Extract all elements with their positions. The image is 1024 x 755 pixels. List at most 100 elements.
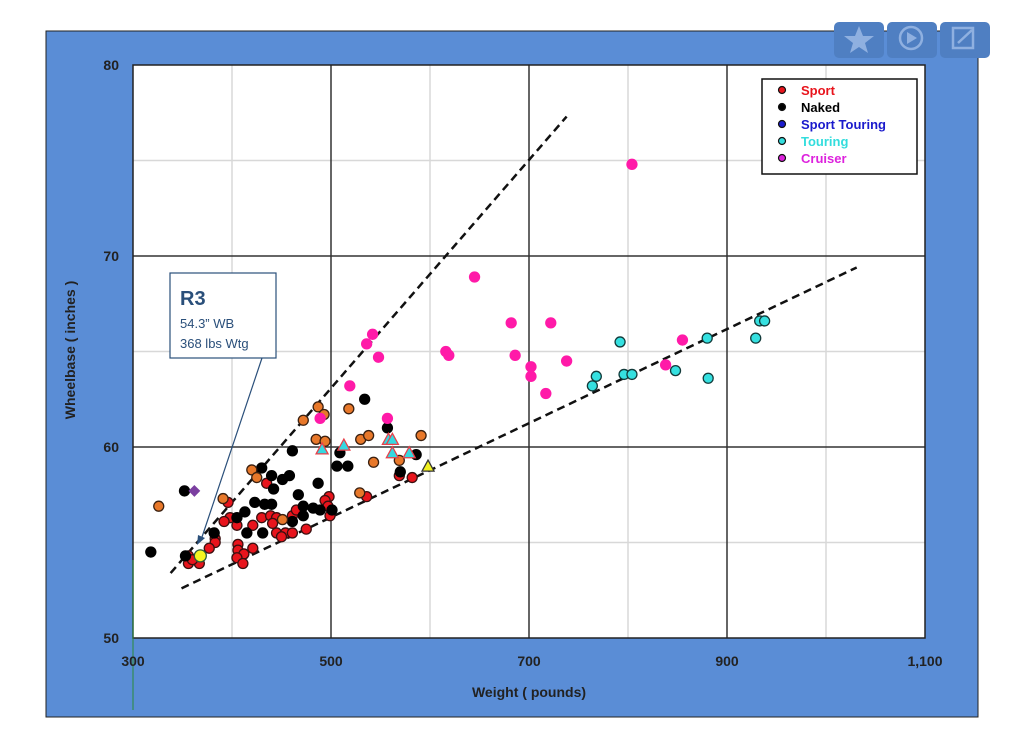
data-point-sport	[266, 517, 279, 530]
data-point-naked	[312, 477, 324, 489]
data-point-other-orange-	[217, 492, 229, 505]
legend-label: Cruiser	[801, 151, 847, 166]
data-point-cruiser	[659, 359, 672, 371]
data-point-naked	[331, 460, 343, 472]
data-point-cruiser	[525, 361, 537, 373]
data-point-naked	[297, 500, 309, 512]
x-tick-label: 1,100	[907, 653, 942, 669]
annotation-weight: 368 lbs Wtg	[180, 336, 249, 351]
data-point-touring	[701, 332, 713, 344]
data-point-other-orange-	[367, 456, 380, 468]
data-point-naked	[326, 504, 338, 516]
data-point-naked	[286, 515, 299, 528]
data-point-naked	[381, 422, 394, 434]
data-point-cruiser	[314, 412, 326, 425]
data-point-cruiser	[626, 158, 638, 170]
data-point-sport	[247, 542, 259, 554]
data-point-other-orange-	[343, 403, 355, 415]
data-point-r3	[193, 549, 207, 563]
expand-button[interactable]	[940, 22, 990, 58]
legend: Sport Naked Sport Touring Touring Cruiser	[761, 78, 918, 175]
data-point-sport	[300, 523, 312, 535]
data-point-touring	[750, 332, 762, 344]
data-point-cruiser	[366, 328, 379, 340]
legend-marker-icon	[777, 102, 787, 112]
y-axis-label: Wheelbase ( inches )	[62, 281, 78, 419]
data-point-other-orange-	[153, 500, 165, 512]
data-point-naked	[314, 504, 326, 516]
data-point-touring	[669, 364, 682, 377]
data-point-naked	[394, 466, 406, 478]
data-point-cruiser	[525, 370, 537, 382]
axis-ticks: 300 500 700 900 1,100 50 60 70 80	[103, 57, 942, 669]
data-point-naked	[265, 469, 278, 482]
data-point-triangles	[336, 437, 351, 451]
data-point-naked	[265, 498, 278, 510]
y-tick-label: 60	[103, 439, 119, 455]
star-button[interactable]	[834, 22, 884, 58]
plot-border	[132, 64, 926, 639]
x-tick-label: 500	[319, 653, 343, 669]
x-tick-label: 700	[517, 653, 541, 669]
arrow-head-icon	[197, 535, 205, 545]
y-tick-label: 70	[103, 248, 119, 264]
data-point-diamond	[188, 485, 201, 497]
data-point-other-orange-	[251, 471, 263, 484]
data-point-cruiser	[560, 355, 573, 367]
data-point-cruiser	[676, 334, 689, 346]
data-point-naked	[249, 496, 261, 509]
legend-marker-icon	[777, 85, 787, 95]
x-axis-label: Weight ( pounds)	[472, 684, 586, 700]
legend-marker-icon	[777, 136, 787, 146]
annotation-title: R3	[180, 288, 206, 310]
legend-label: Sport Touring	[801, 117, 886, 132]
play-icon	[898, 25, 924, 51]
data-point-naked	[257, 527, 269, 539]
data-point-cruiser	[468, 271, 481, 283]
star-icon	[844, 26, 874, 53]
grid	[133, 65, 925, 638]
y-tick-label: 80	[103, 57, 119, 73]
data-point-naked	[342, 460, 354, 472]
data-point-cruiser	[509, 349, 521, 361]
data-point-triangles	[314, 441, 330, 455]
data-point-naked	[145, 546, 157, 558]
data-point-sport	[275, 531, 288, 543]
data-point-sport	[406, 471, 418, 484]
data-point-touring	[702, 372, 714, 384]
data-point-naked	[267, 483, 280, 495]
data-point-other-orange-	[354, 487, 366, 499]
data-point-sport	[247, 519, 259, 531]
data-point-cruiser	[545, 317, 557, 329]
toolbar	[834, 22, 990, 58]
expand-icon	[951, 26, 975, 50]
data-point-naked	[231, 512, 243, 524]
data-point-naked	[179, 550, 192, 562]
data-point-cruiser	[443, 349, 455, 361]
data-point-naked	[178, 485, 191, 497]
data-point-other-orange-	[312, 401, 324, 413]
data-point-naked	[283, 469, 296, 482]
data-point-triangles	[402, 445, 417, 459]
data-point-other-orange-	[276, 513, 289, 526]
data-point-sport	[203, 542, 215, 554]
data-point-cruiser	[505, 317, 517, 329]
play-button[interactable]	[887, 22, 937, 58]
data-point-other-orange-	[415, 429, 427, 442]
data-point-cruiser	[540, 387, 552, 400]
data-point-naked	[286, 445, 299, 457]
data-point-other-orange-	[297, 414, 309, 426]
x-tick-label: 300	[121, 653, 145, 669]
legend-label: Naked	[801, 100, 840, 115]
data-points	[145, 158, 771, 570]
data-point-other-orange-	[362, 429, 375, 442]
data-point-naked	[297, 510, 309, 522]
y-tick-label: 50	[103, 630, 119, 646]
data-point-naked	[359, 393, 371, 405]
data-point-sport	[286, 527, 299, 539]
data-point-cruiser	[372, 351, 385, 363]
data-point-sport	[237, 557, 249, 570]
data-point-naked	[241, 527, 253, 539]
legend-marker-icon	[777, 153, 787, 163]
